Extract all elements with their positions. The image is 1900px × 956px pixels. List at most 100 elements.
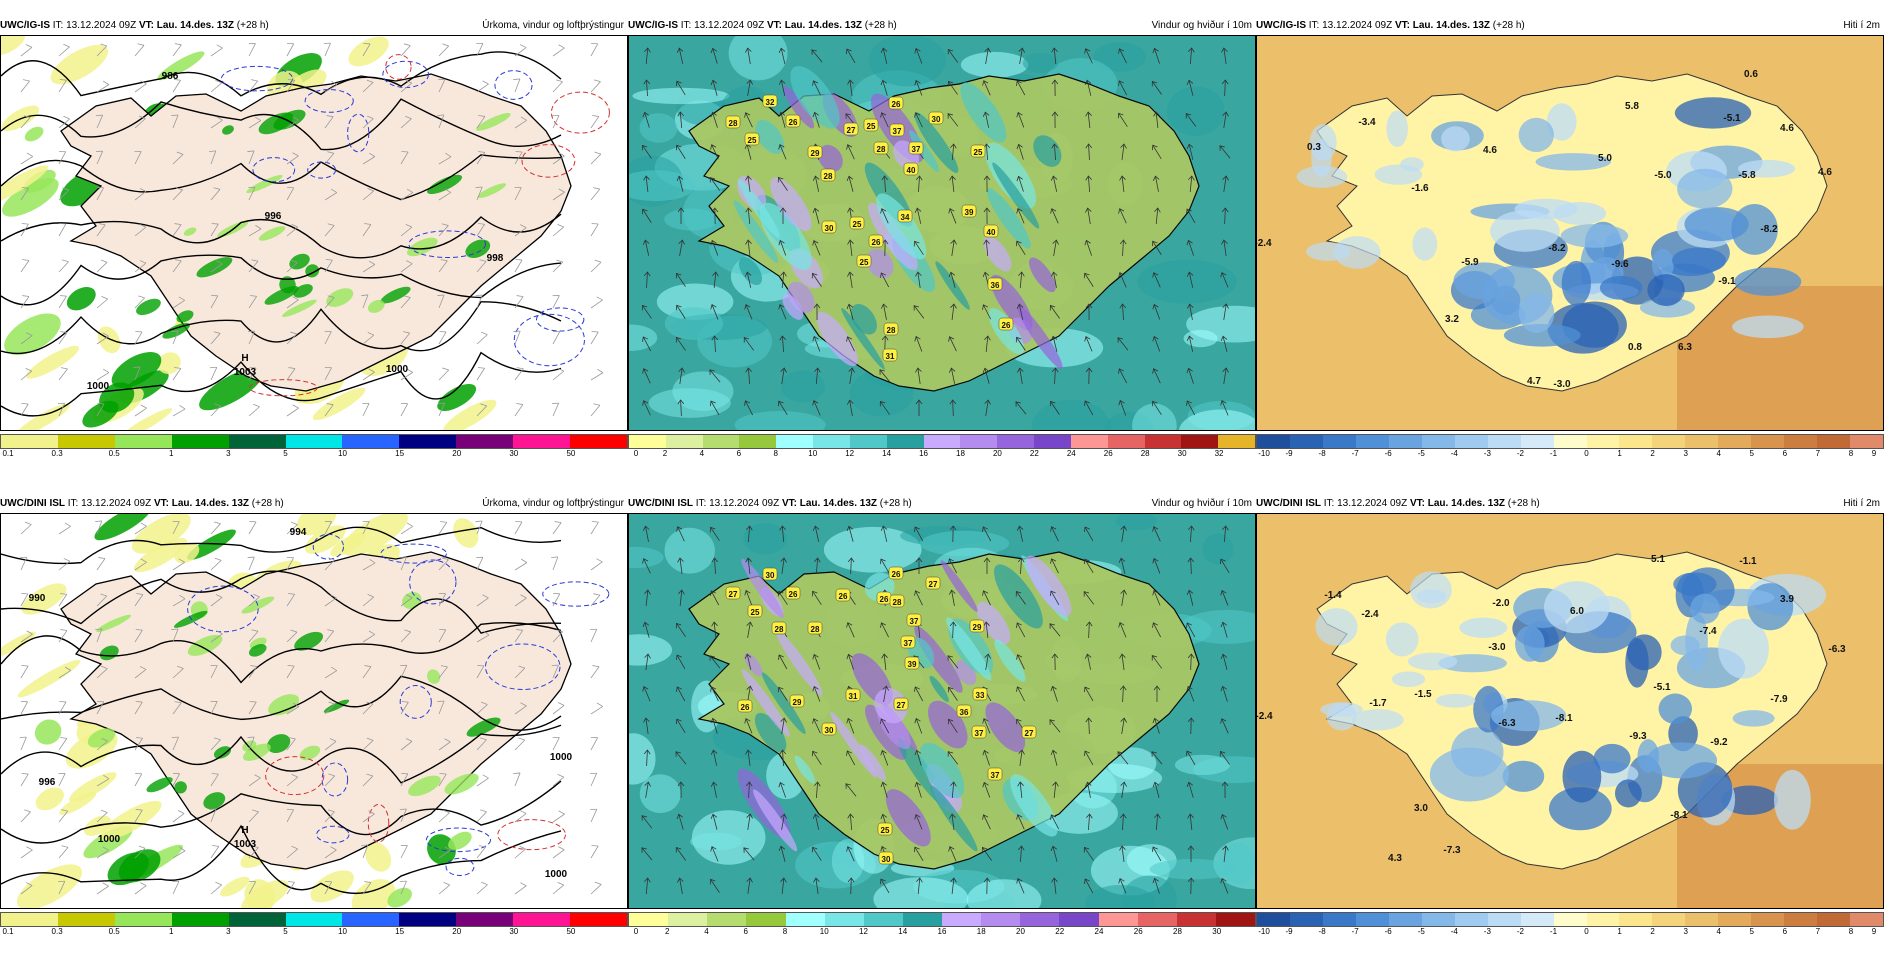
map-label: 26 [738, 700, 752, 712]
colorbar-tick-label: 0 [634, 927, 638, 936]
map-label: 31 [846, 689, 860, 701]
colorbar-tick-label: 4 [704, 927, 708, 936]
colorbar-tick-label: -7 [1352, 449, 1359, 458]
map-label-text: 6.3 [1678, 342, 1692, 353]
map-label-text: -8.2 [1548, 243, 1566, 254]
map-label-text: H [241, 353, 248, 364]
map-label: -6.3 [1828, 644, 1846, 655]
map-label-text: 5.8 [1625, 101, 1639, 112]
colorbar-swatch [786, 913, 825, 926]
map-label-text: -7.3 [1443, 845, 1461, 856]
colorbar-swatch [739, 435, 776, 448]
colorbar-swatch [629, 913, 668, 926]
map-label: 996 [39, 777, 56, 788]
temp-area [1459, 618, 1507, 638]
map-label: 998 [487, 253, 504, 264]
map-label: -1.4 [1324, 590, 1342, 601]
valid-time: VT: Lau. 14.des. 13Z [767, 20, 862, 31]
map-label: -5.1 [1653, 682, 1671, 693]
map-label: 30 [822, 221, 836, 233]
map-label-text: 25 [867, 122, 876, 131]
map-label-text: 28 [893, 598, 902, 607]
colorbar-swatch [1521, 435, 1554, 448]
temp-area [1408, 653, 1457, 671]
map-label-text: 25 [860, 258, 869, 267]
map-label: 30 [822, 723, 836, 735]
colorbar-tick-label: 22 [1055, 927, 1064, 936]
temp-area [1392, 672, 1425, 687]
map-label: 26 [889, 567, 903, 579]
wind-area [781, 370, 825, 402]
temp-area [1647, 274, 1684, 306]
map-label: 28 [890, 595, 904, 607]
colorbar-swatch [825, 913, 864, 926]
map-label: -1.1 [1739, 556, 1757, 567]
colorbar-swatch [942, 913, 981, 926]
map-label: 37 [890, 124, 904, 136]
wind-area [639, 113, 677, 143]
colorbar-tick-label: -5 [1418, 927, 1425, 936]
temp-area [1677, 169, 1732, 209]
colorbar-tick-label: 28 [1141, 449, 1150, 458]
map-label-text: 37 [991, 771, 1000, 780]
map-canvas: 5.1-1.1-1.4-2.4-2.06.03.9-7.4-6.3-3.0-5.… [1257, 514, 1884, 909]
colorbar-swatch [1554, 913, 1587, 926]
map-label: 25 [850, 217, 864, 229]
temp-area [1386, 622, 1419, 656]
colorbar-tick-label: 6 [737, 449, 741, 458]
map-label: 27 [926, 577, 940, 589]
model-name: UWC/IG-IS [628, 20, 678, 31]
temp-area [1410, 571, 1452, 608]
map-label-text: 26 [789, 118, 798, 127]
colorbar-swatch [1488, 435, 1521, 448]
map-label-text: -9.2 [1710, 737, 1728, 748]
colorbar-swatch [1, 435, 58, 448]
map-label: 30 [763, 568, 777, 580]
colorbar-tick-label: 1 [169, 927, 173, 936]
colorbar-swatch [1034, 435, 1071, 448]
colorbar-swatch [887, 435, 924, 448]
map-label-text: 30 [825, 224, 834, 233]
map-label: -2.4 [1257, 711, 1273, 722]
colorbar-tick-label: 8 [783, 927, 787, 936]
map-label: -3.0 [1553, 379, 1571, 390]
colorbar-tick-label: -6 [1385, 449, 1392, 458]
map-label-text: 30 [882, 855, 891, 864]
wind-area [1023, 53, 1058, 73]
temp-area [1732, 316, 1804, 339]
colorbar-swatch [1356, 913, 1389, 926]
map-label: 26 [869, 235, 883, 247]
panel-header: UWC/DINI ISL IT: 13.12.2024 09Z VT: Lau.… [0, 496, 628, 512]
map-label: 0.6 [1744, 69, 1758, 80]
map-label-text: -2.0 [1492, 598, 1510, 609]
colorbar-swatch [813, 435, 850, 448]
valid-time: VT: Lau. 14.des. 13Z [154, 498, 249, 509]
colorbar-tick-label: 24 [1095, 927, 1104, 936]
colorbar-swatch [286, 435, 343, 448]
map-label: 37 [901, 636, 915, 648]
map-label: 986 [162, 71, 179, 82]
colorbar-tick-label: 3 [226, 449, 230, 458]
map-label-text: 37 [893, 127, 902, 136]
temp-area [1412, 228, 1437, 261]
map-label-text: -2.4 [1361, 609, 1379, 620]
init-time: IT: 13.12.2024 09Z [1324, 498, 1407, 509]
colorbar-swatch [58, 913, 115, 926]
colorbar-tick-label: 30 [509, 449, 518, 458]
map-label-text: 26 [872, 238, 881, 247]
colorbar-swatch [1751, 913, 1784, 926]
colorbar-swatch [1685, 435, 1718, 448]
colorbar-swatch [960, 435, 997, 448]
map-label-text: 28 [775, 625, 784, 634]
lead-time: (+28 h) [1493, 20, 1525, 31]
panel-header: UWC/IG-IS IT: 13.12.2024 09Z VT: Lau. 14… [1256, 18, 1884, 34]
colorbar-tick-label: 10 [820, 927, 829, 936]
map-label-text: 4.3 [1388, 853, 1402, 864]
map-label: 4.6 [1780, 123, 1794, 134]
map-label-text: 28 [811, 625, 820, 634]
panel-title: Úrkoma, vindur og loftþrýstingur [482, 496, 624, 512]
wind-area [690, 833, 742, 851]
map-label: -5.1 [1723, 113, 1741, 124]
